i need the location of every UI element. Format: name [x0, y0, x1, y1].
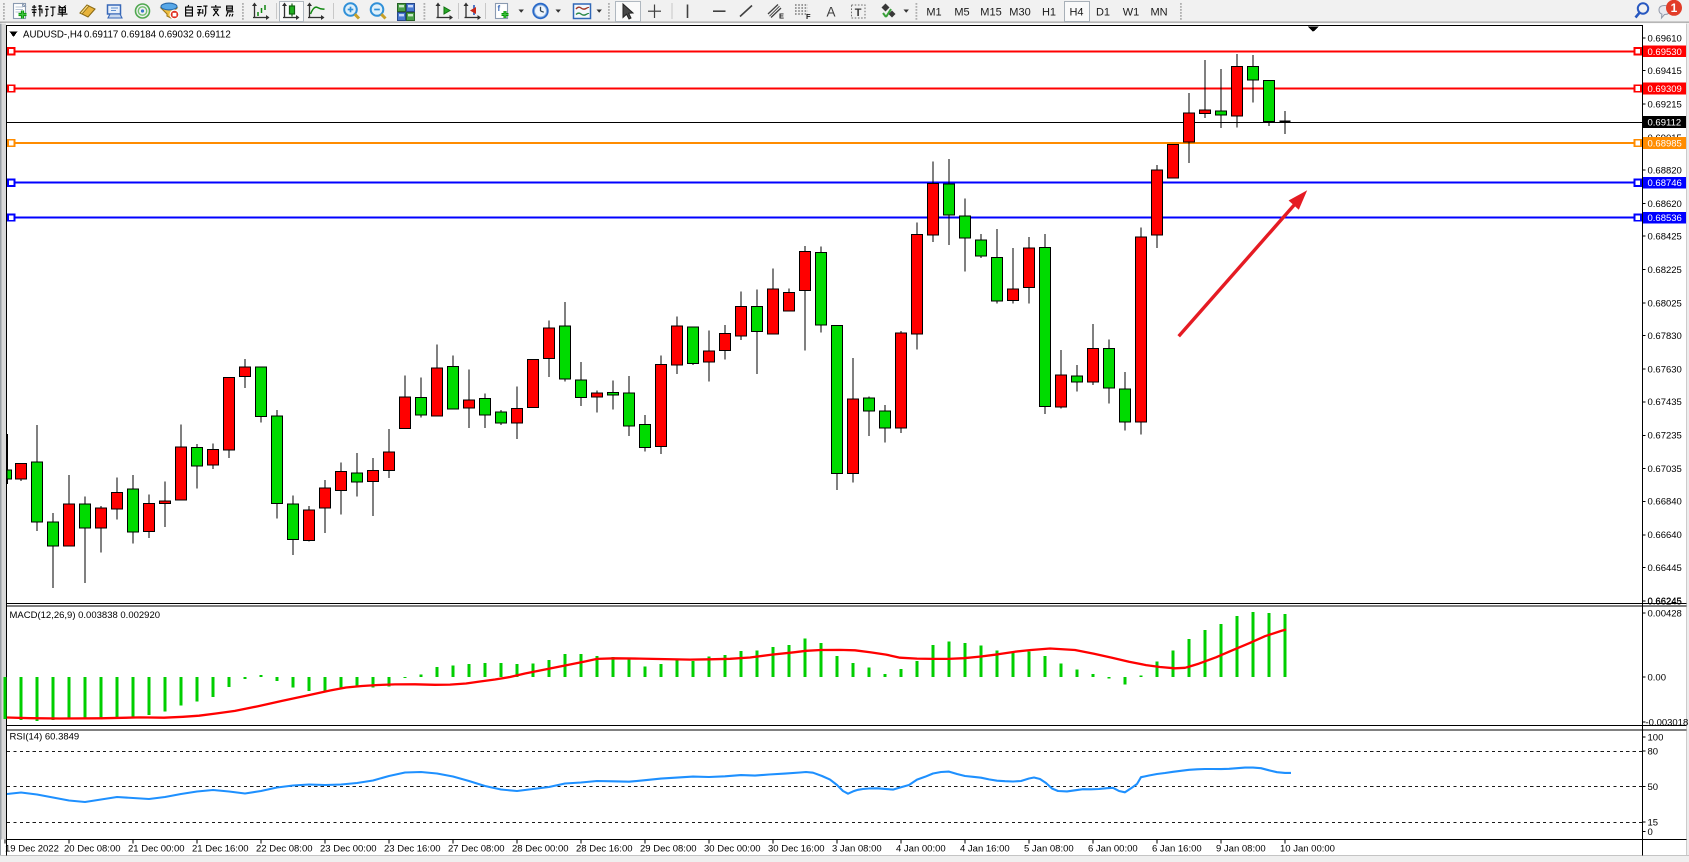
svg-text:0.68425: 0.68425	[1648, 232, 1682, 243]
svg-text:21 Dec 16:00: 21 Dec 16:00	[192, 844, 249, 855]
svg-text:10 Jan 00:00: 10 Jan 00:00	[1280, 844, 1335, 855]
svg-text:M5: M5	[954, 6, 969, 18]
svg-text:0.68820: 0.68820	[1648, 165, 1682, 176]
svg-text:0.66245: 0.66245	[1648, 596, 1682, 607]
svg-text:0.69530: 0.69530	[1648, 47, 1682, 58]
svg-text:T: T	[855, 7, 862, 19]
svg-text:0.66245: 0.66245	[1648, 596, 1682, 607]
svg-text:0.68225: 0.68225	[1648, 265, 1682, 276]
svg-text:4 Jan 00:00: 4 Jan 00:00	[896, 844, 946, 855]
svg-text:6 Jan 00:00: 6 Jan 00:00	[1088, 844, 1138, 855]
svg-text:0.68985: 0.68985	[1648, 139, 1682, 150]
svg-text:M15: M15	[980, 6, 1001, 18]
svg-text:50: 50	[1648, 782, 1659, 793]
svg-text:0.68746: 0.68746	[1648, 178, 1682, 189]
svg-text:0.68620: 0.68620	[1648, 199, 1682, 210]
svg-text:19 Dec 2022: 19 Dec 2022	[5, 844, 59, 855]
svg-text:0.69112: 0.69112	[1648, 118, 1682, 129]
svg-text:F: F	[806, 12, 811, 21]
svg-text:9 Jan 08:00: 9 Jan 08:00	[1216, 844, 1266, 855]
svg-text:6 Jan 16:00: 6 Jan 16:00	[1152, 844, 1202, 855]
svg-text:28 Dec 00:00: 28 Dec 00:00	[512, 844, 569, 855]
svg-text:0.68025: 0.68025	[1648, 298, 1682, 309]
svg-text:21 Dec 00:00: 21 Dec 00:00	[128, 844, 185, 855]
svg-text:MN: MN	[1150, 6, 1167, 18]
svg-text:0.67035: 0.67035	[1648, 464, 1682, 475]
svg-text:0.67235: 0.67235	[1648, 431, 1682, 442]
svg-text:f: f	[498, 4, 501, 13]
svg-text:100: 100	[1648, 732, 1664, 743]
svg-text:0.69309: 0.69309	[1648, 84, 1682, 95]
svg-text:W1: W1	[1123, 6, 1140, 18]
svg-text:H4: H4	[1069, 6, 1083, 18]
svg-text:AUDUSD-,H4: AUDUSD-,H4	[23, 30, 83, 41]
svg-text:H1: H1	[1042, 6, 1056, 18]
svg-text:27 Dec 08:00: 27 Dec 08:00	[448, 844, 505, 855]
svg-text:-0.003018: -0.003018	[1646, 717, 1689, 728]
svg-text:RSI(14) 60.3849: RSI(14) 60.3849	[10, 731, 80, 742]
svg-text:0.67630: 0.67630	[1648, 365, 1682, 376]
svg-text:80: 80	[1648, 746, 1659, 757]
svg-text:D1: D1	[1096, 6, 1110, 18]
svg-text:0.00: 0.00	[1648, 672, 1667, 683]
svg-text:0.69117 0.69184 0.69032 0.6911: 0.69117 0.69184 0.69032 0.69112	[84, 30, 231, 41]
svg-text:0.00428: 0.00428	[1648, 608, 1682, 619]
svg-text:3 Jan 08:00: 3 Jan 08:00	[832, 844, 882, 855]
svg-text:15: 15	[1648, 817, 1659, 828]
svg-text:30 Dec 00:00: 30 Dec 00:00	[704, 844, 761, 855]
svg-text:0.66445: 0.66445	[1648, 563, 1682, 574]
svg-text:23 Dec 16:00: 23 Dec 16:00	[384, 844, 441, 855]
svg-text:4 Jan 16:00: 4 Jan 16:00	[960, 844, 1010, 855]
svg-text:M1: M1	[926, 6, 941, 18]
svg-text:MACD(12,26,9) 0.003838 0.00292: MACD(12,26,9) 0.003838 0.002920	[10, 610, 161, 621]
svg-text:E: E	[779, 12, 784, 21]
svg-text:23 Dec 00:00: 23 Dec 00:00	[320, 844, 377, 855]
svg-text:30 Dec 16:00: 30 Dec 16:00	[768, 844, 825, 855]
svg-text:0.66840: 0.66840	[1648, 497, 1682, 508]
svg-text:5 Jan 08:00: 5 Jan 08:00	[1024, 844, 1074, 855]
svg-text:29 Dec 08:00: 29 Dec 08:00	[640, 844, 697, 855]
svg-text:0: 0	[1648, 827, 1653, 838]
svg-text:M30: M30	[1009, 6, 1030, 18]
svg-text:0.69610: 0.69610	[1648, 33, 1682, 44]
svg-text:1: 1	[1671, 1, 1678, 15]
svg-text:0.68536: 0.68536	[1648, 213, 1682, 224]
svg-text:22 Dec 08:00: 22 Dec 08:00	[256, 844, 313, 855]
svg-text:0.69415: 0.69415	[1648, 66, 1682, 77]
svg-text:20 Dec 08:00: 20 Dec 08:00	[64, 844, 121, 855]
svg-text:0.67830: 0.67830	[1648, 331, 1682, 342]
svg-text:0.66640: 0.66640	[1648, 530, 1682, 541]
svg-text:28 Dec 16:00: 28 Dec 16:00	[576, 844, 633, 855]
svg-text:0.69215: 0.69215	[1648, 99, 1682, 110]
svg-text:0.67435: 0.67435	[1648, 397, 1682, 408]
svg-text:A: A	[827, 5, 836, 20]
